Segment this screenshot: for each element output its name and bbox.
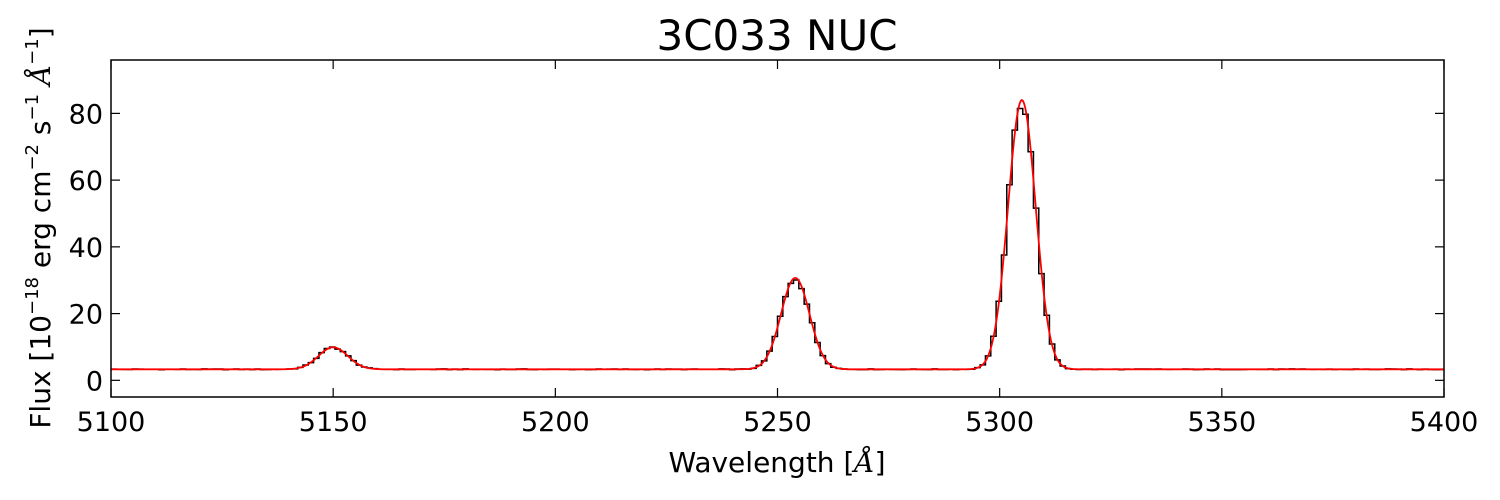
y-axis: 0 20 40 60 80: [69, 99, 1444, 397]
y-tick-label: 60: [69, 166, 103, 197]
x-tick-label: 5300: [965, 407, 1034, 438]
x-tick-label: 5100: [77, 407, 146, 438]
x-tick-label: 5400: [1410, 407, 1479, 438]
plot-area: [110, 59, 1445, 398]
y-tick-label: 40: [69, 233, 103, 264]
x-tick-label: 5350: [1187, 407, 1256, 438]
observed-spectrum-line: [111, 107, 1444, 371]
x-axis: 5100 5150 5200 5250 5300 5350 5400: [77, 60, 1479, 438]
model-fit-line: [111, 98, 1444, 371]
y-axis-label: Flux [10−18 erg cm−2 s−1 Å−1]: [22, 27, 57, 428]
x-tick-label: 5250: [743, 407, 812, 438]
chart-title: 3C033 NUC: [656, 11, 897, 60]
x-tick-label: 5200: [521, 407, 590, 438]
y-tick-label: 80: [69, 99, 103, 130]
y-tick-label: 0: [86, 366, 103, 397]
y-tick-label: 20: [69, 300, 103, 331]
plot-frame: [110, 59, 1445, 398]
x-tick-label: 5150: [299, 407, 368, 438]
x-axis-label: Wavelength [Å]: [668, 446, 885, 479]
